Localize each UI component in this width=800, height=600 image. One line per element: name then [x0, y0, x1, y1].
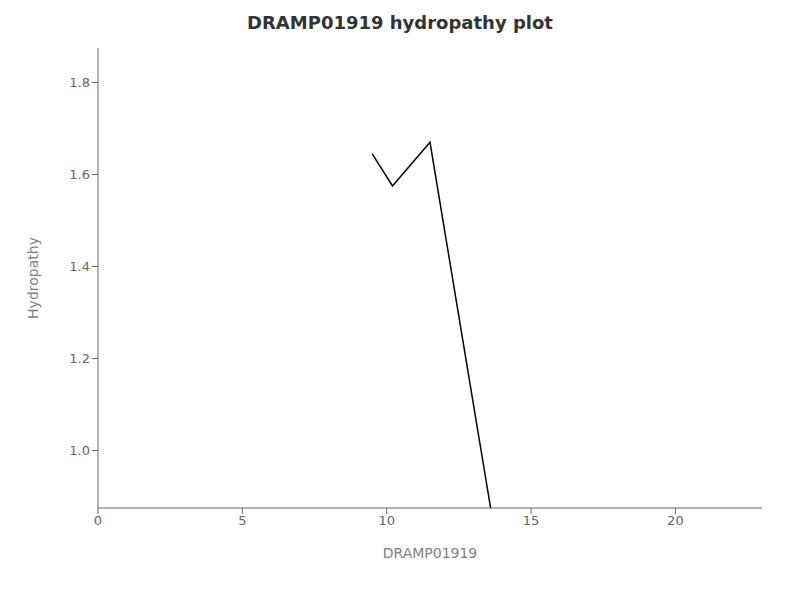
- svg-text:Hydropathy: Hydropathy: [25, 237, 41, 319]
- svg-text:10: 10: [378, 513, 395, 528]
- svg-text:15: 15: [523, 513, 540, 528]
- html-text:DRAMP01919 hydropathy plot: DRAMP01919 hydropathy plot: [247, 12, 553, 33]
- svg-text:1.0: 1.0: [69, 443, 90, 458]
- svg-text:1.8: 1.8: [69, 75, 90, 90]
- svg-text:DRAMP01919: DRAMP01919: [383, 545, 478, 561]
- svg-text:1.4: 1.4: [69, 259, 90, 274]
- svg-text:0: 0: [94, 513, 102, 528]
- svg-text:1.2: 1.2: [69, 351, 90, 366]
- svg-text:5: 5: [238, 513, 246, 528]
- svg-text:20: 20: [667, 513, 684, 528]
- svg-text:1.6: 1.6: [69, 167, 90, 182]
